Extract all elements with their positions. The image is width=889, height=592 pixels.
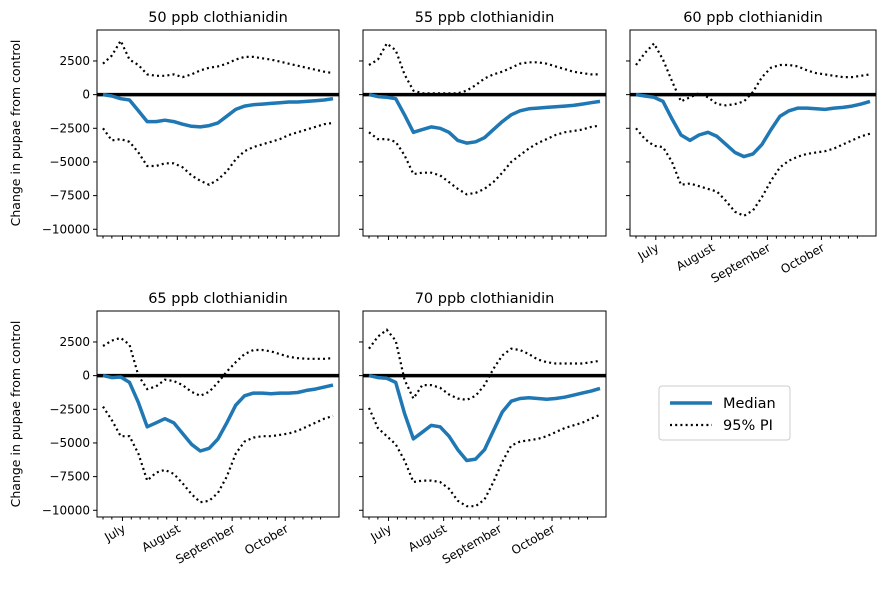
x-tick-label: August (674, 240, 718, 273)
axes-frame (362, 310, 607, 518)
median-line (102, 373, 334, 453)
y-tick-label: −7500 (49, 189, 90, 203)
plot-area (630, 41, 876, 218)
y-tick-label: 0 (82, 88, 90, 102)
x-tick-label: July (101, 521, 128, 544)
pi-upper-line (368, 41, 600, 95)
x-tick-label: September (173, 521, 237, 566)
pi-lower-line (102, 405, 334, 504)
x-tick-label: September (708, 240, 772, 285)
pi-upper-line (102, 336, 334, 398)
panel-title: 55 ppb clothianidin (415, 10, 555, 26)
median-line (635, 92, 871, 159)
pi-lower-line (367, 407, 601, 508)
pi-lower-line (102, 121, 334, 187)
y-tick-label: 2500 (59, 335, 90, 349)
panel-1: 50 ppb clothianidin 2500 0 −2500 −5000 −7500 −… (8, 10, 340, 240)
plot-area (97, 38, 339, 187)
panel-title: 70 ppb clothianidin (415, 291, 555, 307)
y-axis-label: Change in pupae from control (8, 321, 23, 508)
y-tick-label: −10000 (42, 503, 90, 517)
legend-median-label: Median (723, 396, 776, 412)
pi-upper-line (102, 38, 334, 79)
axes-frame (362, 29, 607, 237)
y-axis-label: Change in pupae from control (8, 40, 23, 227)
pi-upper-line (368, 328, 601, 402)
x-tick-label: October (509, 521, 558, 557)
x-tick-label: July (635, 240, 662, 263)
median-line (368, 92, 601, 145)
legend: Median 95% PI (658, 385, 791, 441)
x-tick-label: October (778, 240, 827, 276)
panels-group: 50 ppb clothianidin 2500 0 −2500 −5000 −7500 −… (8, 10, 877, 567)
y-tick-label: −5000 (49, 436, 90, 450)
axes-frame (96, 29, 340, 237)
y-tick-label: −10000 (42, 222, 90, 236)
panel-title: 60 ppb clothianidin (683, 10, 823, 26)
panel-2: 55 ppb clothianidin (359, 10, 607, 240)
panel-title: 50 ppb clothianidin (148, 10, 288, 26)
x-tick-label: July (367, 521, 394, 544)
x-tick-label: September (440, 521, 504, 566)
y-tick-label: −2500 (49, 121, 90, 135)
pi-lower-line (635, 127, 871, 218)
plot-area (363, 328, 606, 508)
pi-lower-line (368, 124, 601, 196)
y-tick-label: 0 (82, 369, 90, 383)
plot-area (363, 41, 606, 196)
median-line (368, 373, 601, 463)
y-tick-label: −5000 (49, 155, 90, 169)
median-line (102, 92, 334, 129)
pi-upper-line (635, 41, 871, 107)
plot-area (97, 336, 339, 504)
legend-pi-label: 95% PI (723, 418, 773, 434)
panel-4: 65 ppb clothianidin 2500 0 −2500 −5000 −7500 −… (8, 291, 340, 567)
x-tick-label: October (242, 521, 291, 557)
x-tick-label: August (406, 521, 450, 554)
y-tick-label: −7500 (49, 470, 90, 484)
x-tick-label: August (139, 521, 183, 554)
axes-frame (96, 310, 340, 518)
axes-frame (629, 29, 877, 237)
legend-frame (658, 385, 791, 441)
y-tick-label: 2500 (59, 54, 90, 68)
y-tick-label: −2500 (49, 402, 90, 416)
panel-title: 65 ppb clothianidin (148, 291, 288, 307)
